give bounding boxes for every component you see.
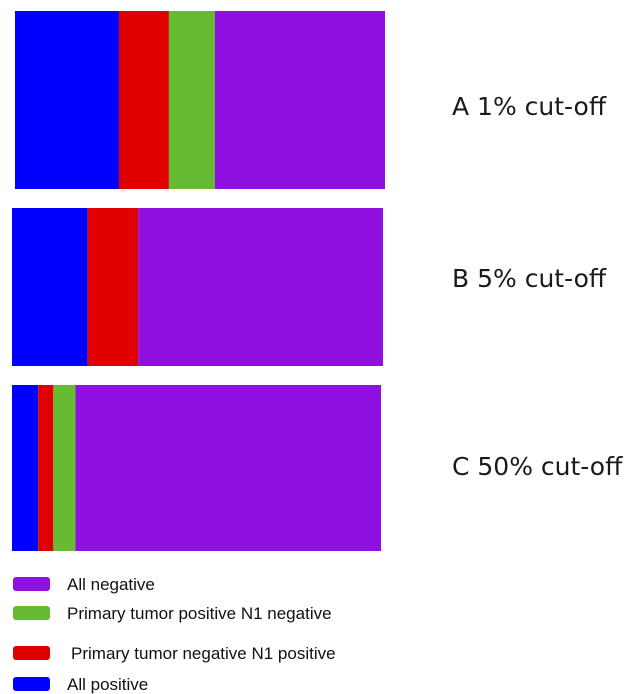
bar-segment-c-50pct-cut-off-primary-tumor-negative-n1-positive bbox=[38, 385, 54, 551]
bar-segment-b-5pct-cut-off-primary-tumor-negative-n1-positive bbox=[87, 208, 139, 366]
bar-segment-a-1pct-cut-off-all-positive bbox=[15, 11, 119, 189]
bar-segment-a-1pct-cut-off-all-negative bbox=[214, 11, 385, 189]
legend-swatch-primary-tumor-negative-n1-positive bbox=[13, 646, 50, 660]
legend-label-all-negative: All negative bbox=[67, 575, 155, 594]
bar-segment-c-50pct-cut-off-all-positive bbox=[12, 385, 39, 551]
legend: All negative Primary tumor positive N1 ne… bbox=[13, 575, 336, 694]
bars-layer bbox=[12, 11, 385, 551]
category-label-b-5pct-cut-off: B 5% cut-off bbox=[452, 264, 607, 293]
legend-item-primary-tumor-positive-n1-negative: Primary tumor positive N1 negative bbox=[13, 604, 332, 623]
legend-item-all-positive: All positive bbox=[13, 675, 148, 694]
bar-segment-c-50pct-cut-off-all-negative bbox=[75, 385, 381, 551]
legend-label-all-positive: All positive bbox=[67, 675, 148, 694]
bar-segment-c-50pct-cut-off-primary-tumor-positive-n1-negative bbox=[53, 385, 76, 551]
legend-label-primary-tumor-negative-n1-positive: Primary tumor negative N1 positive bbox=[71, 644, 336, 663]
legend-label-primary-tumor-positive-n1-negative: Primary tumor positive N1 negative bbox=[67, 604, 332, 623]
bar-segment-a-1pct-cut-off-primary-tumor-negative-n1-positive bbox=[118, 11, 169, 189]
bar-segment-b-5pct-cut-off-all-positive bbox=[12, 208, 88, 366]
legend-swatch-primary-tumor-positive-n1-negative bbox=[13, 606, 50, 620]
legend-swatch-all-negative bbox=[13, 577, 50, 591]
category-labels: A 1% cut-off B 5% cut-off C 50% cut-off bbox=[452, 92, 623, 481]
category-label-a-1pct-cut-off: A 1% cut-off bbox=[452, 92, 607, 121]
legend-item-all-negative: All negative bbox=[13, 575, 155, 594]
bar-segment-b-5pct-cut-off-all-negative bbox=[138, 208, 383, 366]
bar-segment-a-1pct-cut-off-primary-tumor-positive-n1-negative bbox=[168, 11, 215, 189]
category-label-c-50pct-cut-off: C 50% cut-off bbox=[452, 452, 623, 481]
legend-swatch-all-positive bbox=[13, 677, 50, 691]
legend-item-primary-tumor-negative-n1-positive: Primary tumor negative N1 positive bbox=[13, 644, 336, 663]
